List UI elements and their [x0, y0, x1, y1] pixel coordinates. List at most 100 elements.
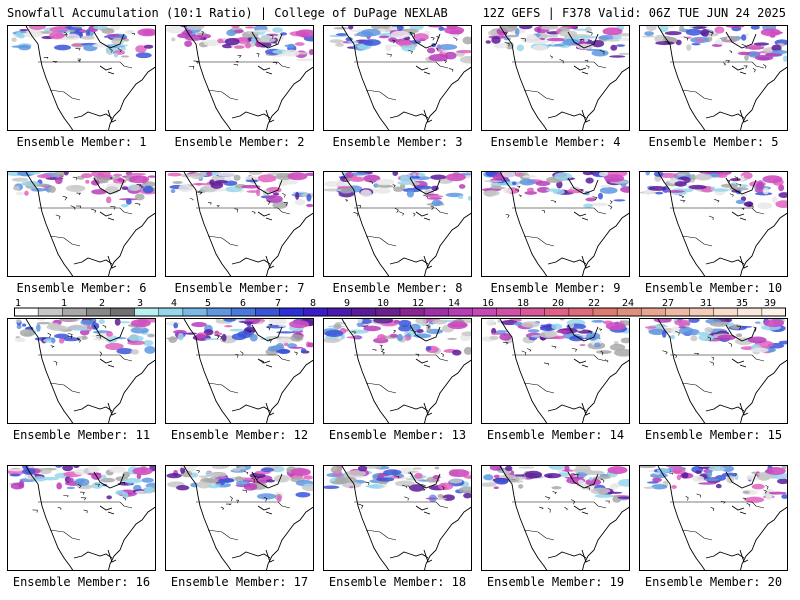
- ensemble-member-map: [639, 318, 788, 424]
- ensemble-member-label: Ensemble Member: 5: [648, 135, 779, 149]
- colorbar-tick-label: 1: [61, 298, 67, 309]
- snowfall-map: [166, 26, 313, 130]
- ensemble-member-label: Ensemble Member: 2: [174, 135, 305, 149]
- snowfall-map: [166, 319, 313, 423]
- colorbar-tick-label: 0.1: [14, 298, 21, 309]
- colorbar-tick-label: 2: [99, 298, 105, 309]
- ensemble-member-map: [165, 25, 314, 131]
- ensemble-member-label: Ensemble Member: 7: [174, 281, 305, 295]
- colorbar-swatch: [616, 307, 642, 317]
- colorbar-tick-label: 24: [622, 298, 634, 309]
- ensemble-member-map: [165, 171, 314, 277]
- ensemble-member-map: [323, 318, 472, 424]
- colorbar-swatch: [520, 307, 546, 317]
- colorbar-tick-label: 6: [240, 298, 246, 309]
- colorbar-swatch: [134, 307, 160, 317]
- ensemble-member-label: Ensemble Member: 8: [332, 281, 463, 295]
- colorbar-swatch: [255, 307, 281, 317]
- snowfall-map: [482, 172, 629, 276]
- ensemble-member-label: Ensemble Member: 9: [490, 281, 621, 295]
- ensemble-member-map: [639, 25, 788, 131]
- ensemble-member-label: Ensemble Member: 18: [328, 575, 467, 589]
- ensemble-member-map: [323, 171, 472, 277]
- colorbar-tick-label: 4: [171, 298, 177, 309]
- snowfall-map: [167, 172, 313, 276]
- product-title: Snowfall Accumulation (10:1 Ratio) | Col…: [7, 6, 448, 20]
- ensemble-member-map: [165, 318, 314, 424]
- ensemble-member-map: [323, 25, 472, 131]
- ensemble-member-label: Ensemble Member: 4: [490, 135, 621, 149]
- run-valid-time: 12Z GEFS | F378 Valid: 06Z TUE JUN 24 20…: [482, 6, 786, 20]
- colorbar-swatch: [448, 307, 474, 317]
- snowfall-map: [644, 319, 787, 423]
- snowfall-map: [482, 466, 629, 570]
- ensemble-member-label: Ensemble Member: 11: [12, 428, 151, 442]
- colorbar-swatch: [496, 307, 522, 317]
- ensemble-member-map: [639, 171, 788, 277]
- ensemble-member-map: [7, 171, 156, 277]
- colorbar-tick-label: 22: [588, 298, 600, 309]
- colorbar-tick-label: 27: [662, 298, 674, 309]
- colorbar-tick-label: 3: [137, 298, 143, 309]
- colorbar-swatch: [37, 307, 63, 317]
- colorbar-swatch: [182, 307, 208, 317]
- snowfall-map: [324, 466, 471, 570]
- colorbar-swatch: [641, 307, 667, 317]
- colorbar-swatch: [423, 307, 449, 317]
- colorbar-swatch: [399, 307, 425, 317]
- ensemble-member-label: Ensemble Member: 20: [644, 575, 783, 589]
- colorbar-swatch: [327, 307, 353, 317]
- colorbar-tick-label: 10: [377, 298, 389, 309]
- snowfall-map: [329, 26, 471, 130]
- colorbar-swatch: [110, 307, 136, 317]
- colorbar-swatch: [14, 307, 39, 317]
- ensemble-member-map: [323, 465, 472, 571]
- colorbar-swatch: [544, 307, 570, 317]
- snowfall-map: [166, 466, 313, 570]
- colorbar-swatch: [158, 307, 184, 317]
- snowfall-map: [8, 172, 155, 276]
- colorbar-swatch: [62, 307, 88, 317]
- colorbar-swatch: [713, 307, 739, 317]
- ensemble-member-map: [481, 171, 630, 277]
- ensemble-member-map: [481, 25, 630, 131]
- ensemble-member-label: Ensemble Member: 13: [328, 428, 467, 442]
- snowfall-map: [640, 172, 787, 276]
- ensemble-member-label: Ensemble Member: 16: [12, 575, 151, 589]
- colorbar-swatch: [375, 307, 401, 317]
- colorbar-swatch: [86, 307, 112, 317]
- colorbar-tick-label: 9: [344, 298, 350, 309]
- colorbar-tick-label: 5: [205, 298, 211, 309]
- colorbar-tick-label: 16: [482, 298, 494, 309]
- colorbar-tick-label: 8: [310, 298, 316, 309]
- snowfall-map: [642, 26, 787, 130]
- snowfall-map: [324, 319, 471, 423]
- colorbar-swatch: [665, 307, 691, 317]
- colorbar-swatch: [279, 307, 305, 317]
- ensemble-member-label: Ensemble Member: 6: [16, 281, 147, 295]
- ensemble-member-label: Ensemble Member: 17: [170, 575, 309, 589]
- colorbar-swatch: [351, 307, 377, 317]
- ensemble-member-label: Ensemble Member: 14: [486, 428, 625, 442]
- ensemble-member-map: [481, 465, 630, 571]
- snowfall-map: [640, 466, 787, 570]
- colorbar-tick-label: 7: [275, 298, 281, 309]
- ensemble-member-label: Ensemble Member: 10: [644, 281, 783, 295]
- colorbar-swatch: [761, 307, 786, 317]
- ensemble-member-map: [7, 318, 156, 424]
- colorbar-swatch: [592, 307, 618, 317]
- colorbar-swatch: [230, 307, 256, 317]
- ensemble-member-map: [7, 25, 156, 131]
- snowfall-map: [482, 319, 629, 423]
- snowfall-map: [485, 26, 629, 130]
- snowfall-map: [11, 26, 155, 130]
- colorbar-tick-label: 39: [764, 298, 776, 309]
- ensemble-member-label: Ensemble Member: 3: [332, 135, 463, 149]
- colorbar-swatch: [568, 307, 594, 317]
- ensemble-member-map: [639, 465, 788, 571]
- ensemble-member-label: Ensemble Member: 19: [486, 575, 625, 589]
- ensemble-member-map: [481, 318, 630, 424]
- colorbar-tick-label: 35: [736, 298, 748, 309]
- colorbar-swatch: [689, 307, 715, 317]
